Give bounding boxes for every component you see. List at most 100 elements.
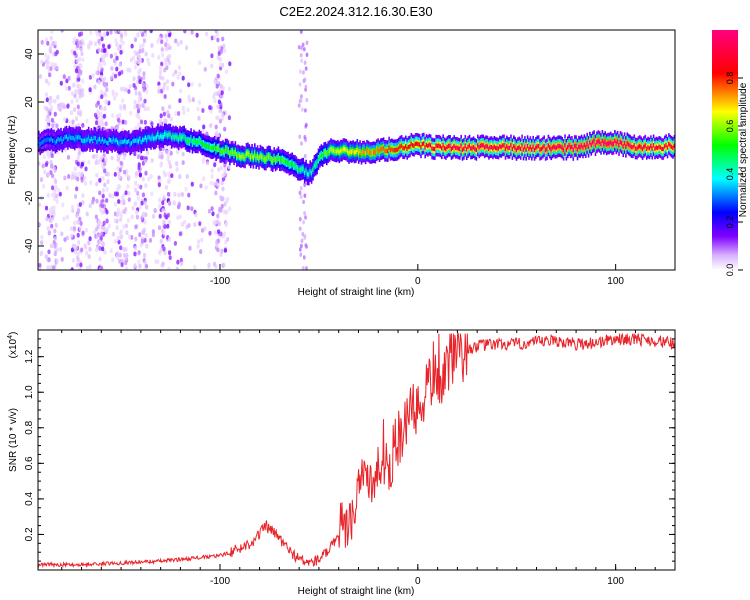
spectrogram-ridge-cell [254, 152, 256, 157]
spectrogram-noise-cell [119, 213, 123, 219]
spectrogram-ridge-cell [457, 146, 460, 151]
spectrogram-noise-cell [148, 238, 153, 243]
spectrogram-ridge-cell [159, 134, 162, 139]
spectrogram-noise-cell [105, 209, 109, 215]
colorbar-tick-label: 0.2 [725, 216, 735, 229]
spectrogram-noise-cell [137, 99, 141, 104]
spectrogram-noise-cell [83, 243, 87, 249]
spectrogram-noise-cell [111, 257, 115, 263]
spectrogram-ridge-cell [244, 155, 246, 160]
spectrogram-noise-cell [75, 186, 79, 192]
spectrogram-noise-cell [81, 78, 85, 84]
spectrogram-noise-cell [75, 262, 80, 268]
spectrogram-noise-cell [95, 234, 99, 240]
spectrogram-noise-cell [125, 172, 129, 178]
spectrogram-noise-cell [157, 225, 162, 231]
spectrogram-noise-cell [44, 205, 49, 211]
spectrogram-noise-cell [113, 95, 117, 101]
spectrogram-ridge-cell [453, 143, 455, 149]
spectrogram-noise-cell [185, 45, 189, 51]
spectrogram-noise-cell [116, 123, 120, 129]
spectrogram-ridge-cell [557, 144, 559, 149]
y-tick-label: 0.2 [24, 527, 35, 541]
spectrogram-noise-cell [298, 82, 302, 87]
spectrogram-noise-cell [100, 36, 104, 42]
spectrogram-noise-cell [208, 105, 212, 110]
spectrogram-noise-cell [78, 226, 82, 231]
spectrogram-ridge-cell [597, 138, 600, 144]
spectrogram-noise-cell [95, 120, 99, 126]
spectrogram-noise-cell [167, 200, 172, 206]
spectrogram-noise-cell [53, 236, 57, 242]
spectrogram-ridge-cell [428, 142, 431, 147]
spectrogram-ridge-cell [152, 136, 155, 141]
spectrogram-noise-cell [197, 100, 202, 105]
spectrogram-noise-cell [224, 69, 228, 75]
spectrogram-ridge-cell [564, 143, 566, 148]
spectrogram-ridge-cell [636, 146, 638, 151]
spectrogram-ridge-cell [655, 145, 658, 150]
spectrogram-ridge-cell [306, 172, 309, 177]
spectrogram-noise-cell [215, 130, 219, 136]
spectrogram-noise-cell [227, 115, 231, 121]
spectrogram-noise-cell [213, 79, 217, 85]
spectrogram-noise-cell [111, 194, 115, 199]
spectrogram-noise-cell [158, 65, 162, 70]
spectrogram-noise-cell [218, 57, 222, 62]
spectrogram-ridge-cell [381, 146, 383, 151]
spectrogram-noise-cell [169, 150, 173, 156]
spectrogram-ridge-cell [133, 138, 136, 143]
spectrogram-noise-cell [137, 259, 141, 265]
spectrogram-ridge-cell [223, 150, 226, 155]
spectrogram-ridge-cell [104, 138, 107, 143]
spectrogram-noise-cell [95, 198, 99, 204]
spectrogram-noise-cell [117, 239, 121, 245]
spectrogram-noise-cell [209, 180, 213, 186]
spectrogram-noise-cell [158, 213, 162, 219]
spectrogram-ridge-cell [129, 142, 131, 147]
spectrogram-noise-cell [134, 180, 138, 186]
spectrogram-ridge-cell [69, 135, 72, 140]
spectrogram-ridge-cell [371, 150, 374, 155]
snr-y-ticks: 0.2 0.4 0.6 0.8 1.0 1.2 [24, 338, 675, 562]
spectrogram-ridge-cell [573, 143, 576, 149]
spectrogram-noise-cell [303, 153, 307, 159]
spectrogram-ridge-cell [463, 146, 465, 151]
spectrogram-ridge-cell [540, 146, 543, 152]
spectrogram-ylabel: Frequency (Hz) [7, 116, 18, 185]
spectrogram-ridge-cell [352, 148, 354, 154]
spectrogram-ridge-cell [168, 132, 170, 137]
spectrogram-ridge-cell [216, 146, 219, 151]
spectrogram-noise-cell [160, 161, 164, 167]
spectrogram-ridge-cell [92, 138, 94, 144]
spectrogram-noise-cell [59, 80, 63, 86]
spectrogram-noise-cell [127, 191, 131, 196]
spectrogram-ridge-cell [663, 144, 666, 149]
spectrogram-noise-cell [41, 183, 46, 189]
spectrogram-ridge-cell [532, 144, 534, 149]
spectrogram-noise-cell [38, 74, 43, 79]
spectrogram-noise-cell [108, 193, 112, 198]
spectrogram-ridge-cell [423, 141, 425, 146]
spectrogram-ridge-cell [270, 158, 273, 163]
spectrogram-noise-cell [300, 45, 304, 51]
spectrogram-ridge-cell [389, 147, 392, 153]
spectrogram-ridge-cell [475, 147, 478, 152]
snr-x-ticks: -100 0 100 [61, 330, 676, 587]
spectrogram-ridge-cell [575, 144, 577, 149]
spectrogram-ridge-cell [553, 144, 555, 149]
spectrogram-ridge-cell [71, 135, 73, 141]
spectrogram-noise-cell [186, 205, 190, 211]
spectrogram-noise-cell [93, 84, 97, 90]
spectrogram-noise-cell [117, 171, 121, 177]
spectrogram-noise-cell [133, 99, 137, 105]
spectrogram-noise-cell [137, 95, 141, 101]
spectrogram-noise-cell [141, 32, 145, 37]
spectrogram-ridge-cell [315, 162, 317, 167]
spectrogram-ridge-cell [303, 170, 306, 175]
spectrogram-ridge-cell [67, 136, 69, 142]
spectrogram-noise-cell [178, 98, 182, 103]
spectrogram-ridge-cell [72, 135, 75, 141]
spectrogram-noise-cell [100, 154, 104, 160]
